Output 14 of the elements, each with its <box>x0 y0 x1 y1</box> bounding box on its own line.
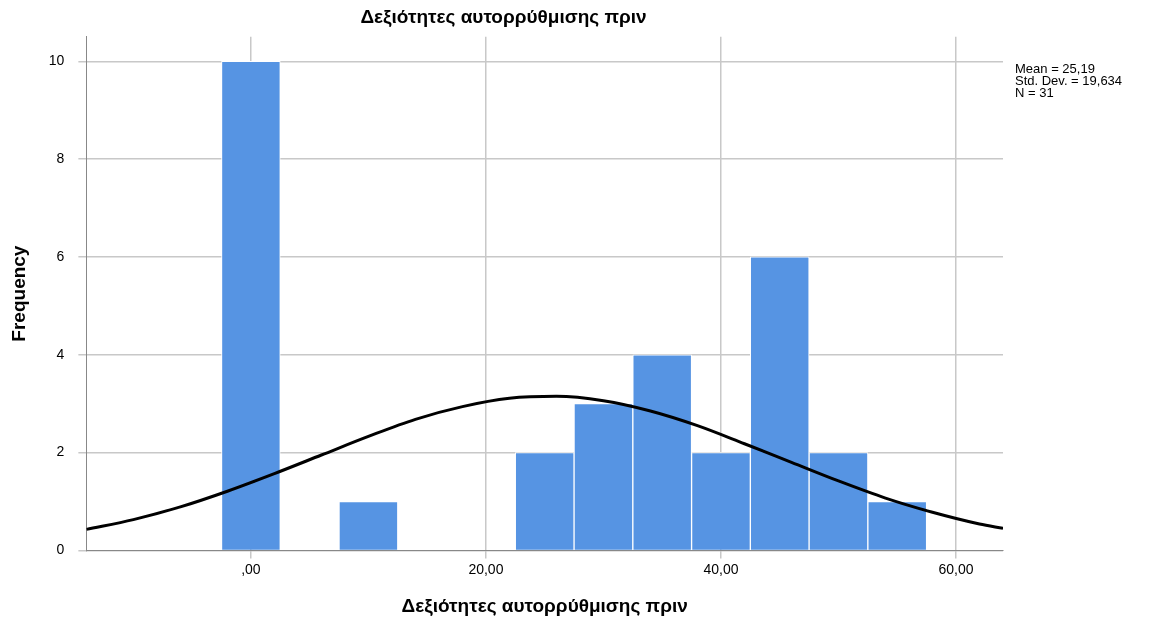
x-tick-label: ,00 <box>241 560 261 577</box>
x-tick-label: 20,00 <box>468 560 504 577</box>
y-tick-label: 6 <box>56 247 65 264</box>
y-tick-label: 0 <box>56 541 65 558</box>
x-tick-label: 60,00 <box>938 560 974 577</box>
text: N = 31 <box>1015 84 1054 100</box>
y-tick-label: 8 <box>56 149 65 166</box>
y-tick-label: 4 <box>56 345 65 362</box>
y-axis-title: Frequency <box>7 245 29 342</box>
x-axis-title: Δεξιότητες αυτορρύθμισης πριν <box>401 594 688 617</box>
y-tick-label: 10 <box>48 52 65 69</box>
chart-title: Δεξιότητες αυτορρύθμισης πριν <box>360 5 647 28</box>
y-tick-label: 2 <box>56 443 65 460</box>
x-tick-label: 40,00 <box>703 560 739 577</box>
